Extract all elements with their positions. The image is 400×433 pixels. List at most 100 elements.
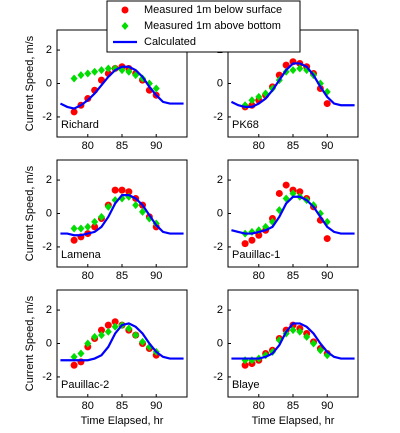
x-tick-label: 90 [321,270,333,282]
circle-marker [323,235,331,243]
diamond-marker [289,326,297,335]
circle-marker [296,188,304,196]
diamond-marker [70,352,78,361]
circle-marker [125,188,133,196]
diamond-marker [97,331,105,340]
x-tick-label: 90 [150,140,162,152]
diamond-marker [255,92,263,101]
circle-marker [111,318,119,326]
diamond-marker [77,71,85,80]
y-tick-label: 2 [46,174,52,186]
plot-frame [56,289,188,398]
station-label: Pauillac-1 [232,249,280,261]
legend-circle [121,6,129,14]
circle-marker [241,240,249,248]
diamond-marker [132,331,140,340]
y-tick-label: 0 [46,207,52,219]
diamond-marker [310,339,318,348]
calculated-line [231,322,355,360]
plot-frame [227,289,359,398]
y-tick-label: 0 [217,337,223,349]
x-tick-label: 90 [150,400,162,412]
x-tick-label: 80 [253,140,265,152]
y-tick-label: -2 [42,111,52,123]
diamond-marker [104,64,112,73]
circle-marker [70,361,78,369]
diamond-marker [316,346,324,355]
diamond-marker [310,201,318,210]
diamond-marker [77,349,85,358]
diamond-marker [84,222,92,231]
diamond-marker [289,66,297,75]
legend-label: Measured 1m above bottom [144,20,281,32]
x-tick-label: 90 [321,140,333,152]
x-axis-label: Time Elapsed, hr [252,415,335,427]
diamond-marker [70,74,78,83]
y-tick-label: 0 [46,77,52,89]
plot-frame [56,159,188,268]
y-tick-label: -2 [213,111,223,123]
diamond-marker [77,224,85,233]
x-tick-label: 85 [287,400,299,412]
station-label: PK68 [232,119,259,131]
legend-box [106,0,301,53]
y-tick-label: 0 [217,207,223,219]
diamond-marker [84,339,92,348]
legend-label: Calculated [144,36,196,48]
x-tick-label: 90 [321,400,333,412]
diamond-marker [91,67,99,76]
station-label: Pauillac-2 [61,379,109,391]
diamond-marker [104,202,112,211]
calculated-line [60,322,184,362]
diamond-marker [132,201,140,210]
diamond-marker [91,217,99,226]
x-tick-label: 85 [116,400,128,412]
legend-diamond [121,22,129,30]
calculated-line [230,62,355,109]
circle-marker [282,61,290,69]
station-label: Richard [61,119,99,131]
calculated-line [231,195,355,235]
x-tick-label: 90 [150,270,162,282]
y-tick-label: 2 [217,304,223,316]
circle-marker [104,321,112,329]
x-tick-label: 80 [253,270,265,282]
legend-label: Measured 1m below surface [144,4,282,16]
circle-marker [70,108,78,116]
circle-marker [275,189,283,197]
y-tick-label: 0 [217,77,223,89]
x-tick-label: 85 [116,270,128,282]
diamond-marker [139,207,147,216]
y-tick-label: -2 [213,241,223,253]
y-tick-label: -2 [42,241,52,253]
diamond-marker [70,224,78,233]
diamond-marker [84,69,92,78]
diamond-marker [296,64,304,73]
y-tick-label: 2 [217,174,223,186]
diamond-marker [303,332,311,341]
x-tick-label: 80 [82,400,94,412]
x-tick-label: 80 [253,400,265,412]
x-tick-label: 85 [287,270,299,282]
circle-marker [248,236,256,244]
y-axis-label: Current Speed, m/s [24,295,36,391]
circle-marker [111,186,119,194]
circle-marker [241,361,249,369]
x-axis-label: Time Elapsed, hr [81,415,164,427]
diamond-marker [289,189,297,198]
diamond-marker [152,84,160,93]
x-tick-label: 80 [82,140,94,152]
calculated-line [60,194,184,237]
y-tick-label: 0 [46,337,52,349]
plot-frame [227,159,359,268]
circle-marker [323,100,331,108]
diamond-marker [111,322,119,331]
station-label: Blaye [232,379,260,391]
x-tick-label: 85 [287,140,299,152]
diamond-marker [125,324,133,333]
y-axis-label: Current Speed, m/s [24,35,36,131]
y-tick-label: -2 [42,371,52,383]
x-tick-label: 80 [82,270,94,282]
circle-marker [255,231,263,239]
